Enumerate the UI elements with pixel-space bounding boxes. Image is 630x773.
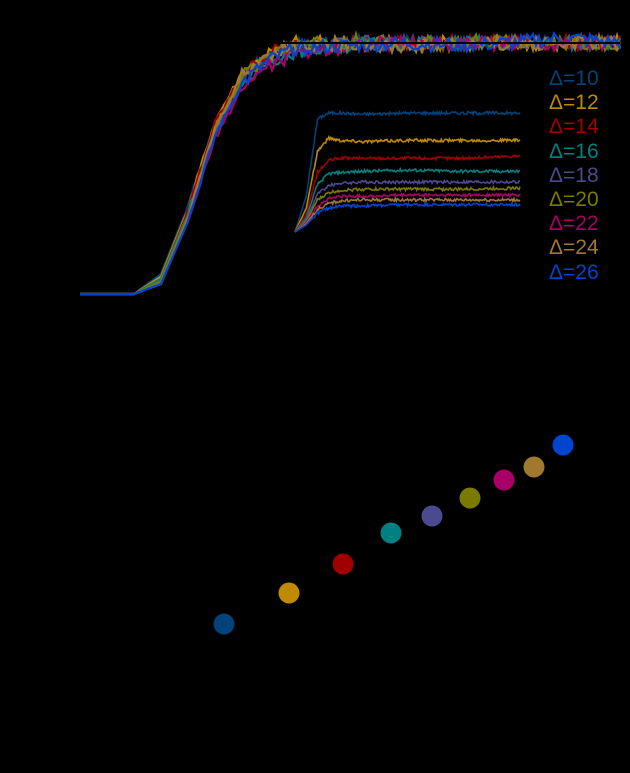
legend-item-delta-22: Δ=22: [549, 212, 599, 236]
legend-item-delta-18: Δ=18: [549, 163, 599, 187]
inset-panel-traces: [294, 109, 521, 233]
inset-trace-delta-12: [294, 134, 521, 233]
scatter-point-delta-20: [459, 487, 481, 509]
legend-item-delta-14: Δ=14: [549, 115, 599, 139]
inset-trace-delta-16: [294, 166, 521, 233]
scatter-point-delta-16: [380, 522, 402, 544]
legend-item-delta-20: Δ=20: [549, 187, 599, 211]
legend: Δ=10 Δ=12 Δ=14 Δ=16 Δ=18 Δ=20 Δ=22 Δ=24 …: [549, 67, 630, 285]
legend-item-delta-16: Δ=16: [549, 139, 599, 163]
inset-trace-delta-10: [294, 109, 521, 233]
legend-item-delta-24: Δ=24: [549, 236, 599, 260]
scatter-point-delta-26: [552, 434, 574, 456]
inset-trace-delta-22: [294, 192, 521, 233]
inset-trace-delta-26: [294, 201, 521, 233]
legend-item-delta-12: Δ=12: [549, 91, 599, 115]
legend-item-delta-10: Δ=10: [549, 67, 599, 90]
inset-trace-delta-24: [294, 196, 521, 233]
inset-trace-delta-20: [294, 184, 521, 233]
scatter-panel-points: [213, 434, 574, 635]
scatter-point-delta-14: [332, 553, 354, 575]
scatter-point-delta-12: [278, 582, 300, 604]
inset-trace-delta-14: [294, 154, 521, 233]
inset-trace-delta-18: [294, 178, 520, 233]
scatter-point-delta-22: [493, 469, 515, 491]
scatter-point-delta-24: [523, 456, 545, 478]
scatter-point-delta-18: [421, 505, 443, 527]
main-trace-delta-26: [80, 31, 622, 296]
legend-item-delta-26: Δ=26: [549, 260, 599, 284]
scatter-point-delta-10: [213, 613, 235, 635]
